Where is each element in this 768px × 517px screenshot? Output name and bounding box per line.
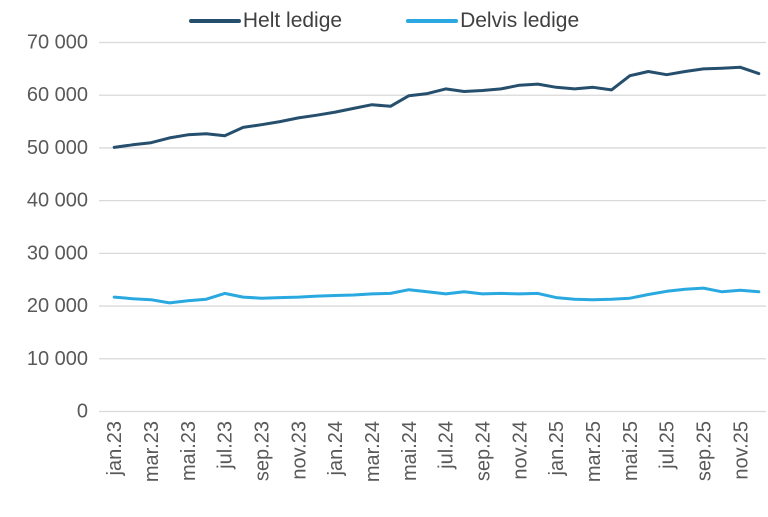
gridlines	[99, 41, 766, 413]
x-tick-label: mai.24	[399, 421, 421, 481]
x-tick-label: jul.23	[215, 421, 237, 470]
legend-label: Helt ledige	[242, 9, 343, 32]
x-tick-label: sep.24	[473, 421, 495, 481]
x-tick-label: mai.23	[178, 421, 200, 481]
y-tick-label: 40 000	[27, 190, 88, 212]
x-tick-label: sep.23	[252, 421, 274, 481]
x-tick-label: nov.23	[288, 421, 310, 480]
x-tick-label: mar.24	[362, 421, 384, 482]
helt-ledige-line-swatch	[188, 19, 241, 23]
x-tick-label: mai.25	[620, 421, 642, 481]
y-tick-label: 10 000	[27, 348, 88, 370]
x-tick-label: jul.25	[657, 421, 679, 470]
y-axis-labels: 0 10 000 20 000 30 000 40 000 50 000 60 000 70 …	[27, 32, 88, 423]
x-tick-label: jan.25	[546, 421, 568, 477]
y-tick-label: 50 000	[27, 137, 88, 159]
helt-ledige-line	[112, 65, 761, 149]
y-tick-label: 20 000	[27, 295, 88, 317]
x-tick-label: jul.24	[436, 421, 458, 470]
delvis-ledige-line	[112, 286, 761, 305]
x-tick-label: sep.25	[694, 421, 716, 481]
x-tick-label: mar.23	[141, 421, 163, 482]
x-tick-label: mar.25	[583, 421, 605, 482]
y-tick-label: 30 000	[27, 242, 88, 264]
legend-label: Delvis ledige	[460, 9, 580, 32]
x-axis-labels: jan.23 mar.23 mai.23 jul.23 sep.23 nov.23 jan.…	[104, 421, 752, 482]
x-tick-label: nov.24	[509, 421, 531, 480]
legend-item-delvis-ledige: Delvis ledige	[406, 8, 579, 34]
legend: Helt ledige Delvis ledige	[0, 8, 768, 34]
legend-item-helt-ledige: Helt ledige	[188, 8, 343, 34]
x-tick-label: jan.24	[325, 421, 347, 477]
delvis-ledige-line-swatch	[406, 19, 459, 23]
y-tick-label: 70 000	[27, 32, 88, 54]
x-tick-label: jan.23	[104, 421, 126, 477]
series-lines	[112, 65, 761, 305]
y-tick-label: 60 000	[27, 84, 88, 106]
x-tick-label: nov.25	[730, 421, 752, 480]
y-tick-label: 0	[77, 401, 88, 423]
